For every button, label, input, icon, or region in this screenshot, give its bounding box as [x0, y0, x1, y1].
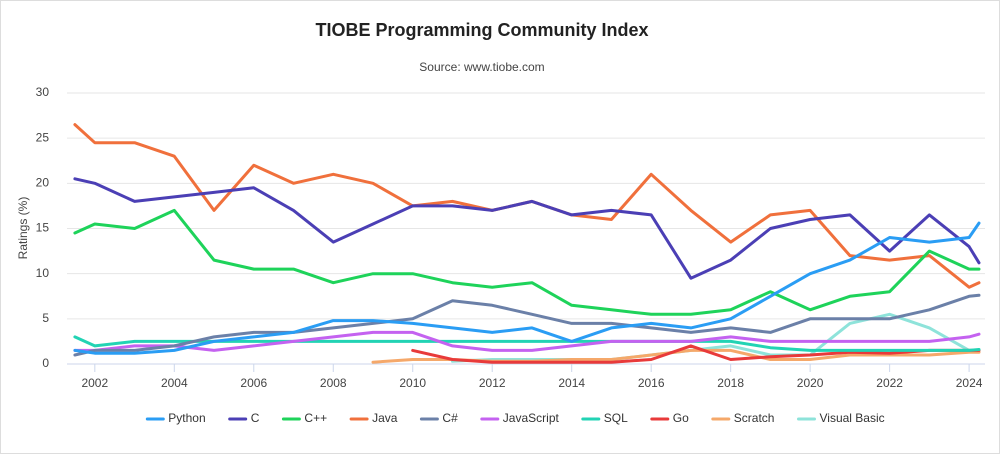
x-tick-label: 2012 — [479, 376, 506, 390]
legend-label: C++ — [304, 411, 327, 425]
legend-item: C++ — [281, 411, 327, 425]
series-line — [73, 208, 981, 316]
legend-item: Go — [650, 411, 689, 425]
legend-label: Java — [372, 411, 398, 425]
x-tick-label: 2018 — [717, 376, 744, 390]
x-tick-label: 2016 — [638, 376, 665, 390]
x-tick-label: 2024 — [956, 376, 983, 390]
series-line — [73, 293, 981, 357]
y-tick-label: 5 — [42, 311, 49, 325]
legend-label: Visual Basic — [820, 411, 885, 425]
y-tick-label: 15 — [36, 221, 50, 235]
x-tick-label: 2008 — [320, 376, 347, 390]
x-tick-label: 2014 — [558, 376, 585, 390]
legend-item: Visual Basic — [797, 411, 885, 425]
legend-label: JavaScript — [503, 411, 560, 425]
x-tick-label: 2022 — [876, 376, 903, 390]
legend-label: C# — [442, 411, 458, 425]
series-line — [73, 221, 981, 355]
x-tick-label: 2002 — [81, 376, 108, 390]
legend-item: SQL — [581, 411, 628, 425]
legend-item: C# — [419, 411, 458, 425]
chart-subtitle: Source: www.tiobe.com — [419, 60, 544, 74]
legend-label: Scratch — [734, 411, 775, 425]
legend-item: Java — [349, 411, 398, 425]
legend-label: Python — [168, 411, 205, 425]
legend-item: Python — [145, 411, 206, 425]
y-tick-label: 10 — [36, 266, 50, 280]
y-tick-label: 25 — [36, 130, 50, 144]
y-axis-label: Ratings (%) — [16, 197, 30, 260]
y-tick-label: 0 — [42, 356, 49, 370]
legend-label: C — [251, 411, 260, 425]
series-line — [73, 177, 981, 280]
legend-label: Go — [673, 411, 689, 425]
legend-label: SQL — [604, 411, 628, 425]
x-tick-label: 2020 — [797, 376, 824, 390]
legend-item: C — [228, 411, 260, 425]
x-tick-label: 2006 — [240, 376, 267, 390]
x-tick-label: 2004 — [161, 376, 188, 390]
y-tick-label: 20 — [36, 176, 50, 190]
series-line — [73, 330, 981, 352]
chart-title: TIOBE Programming Community Index — [315, 20, 648, 40]
y-tick-label: 30 — [36, 85, 50, 99]
x-tick-label: 2010 — [399, 376, 426, 390]
legend-item: Scratch — [711, 411, 775, 425]
legend-item: JavaScript — [480, 411, 560, 425]
